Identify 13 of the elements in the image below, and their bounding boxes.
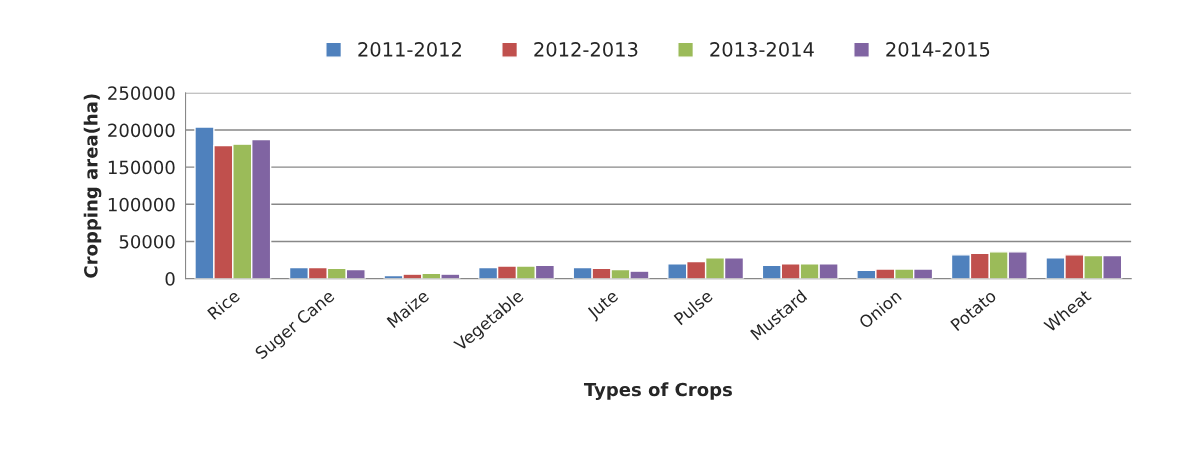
y-tick-label: 50000: [119, 234, 175, 249]
legend-label: 2012-2013: [534, 42, 638, 57]
x-axis-title: Types of Crops: [583, 382, 732, 400]
x-tick-label: Rice: [206, 288, 241, 321]
y-axis-title: Cropping area(ha): [83, 94, 102, 278]
y-tick-label: 200000: [108, 123, 175, 138]
legend-label: 2014-2015: [886, 42, 990, 57]
y-tick-label: 0: [165, 272, 175, 286]
y-tick-label: 150000: [108, 160, 175, 175]
legend-label: 2013-2014: [710, 42, 814, 57]
y-tick-label: 250000: [108, 86, 175, 100]
y-tick-label: 100000: [108, 197, 175, 212]
legend-label: 2011-2012: [358, 42, 461, 57]
